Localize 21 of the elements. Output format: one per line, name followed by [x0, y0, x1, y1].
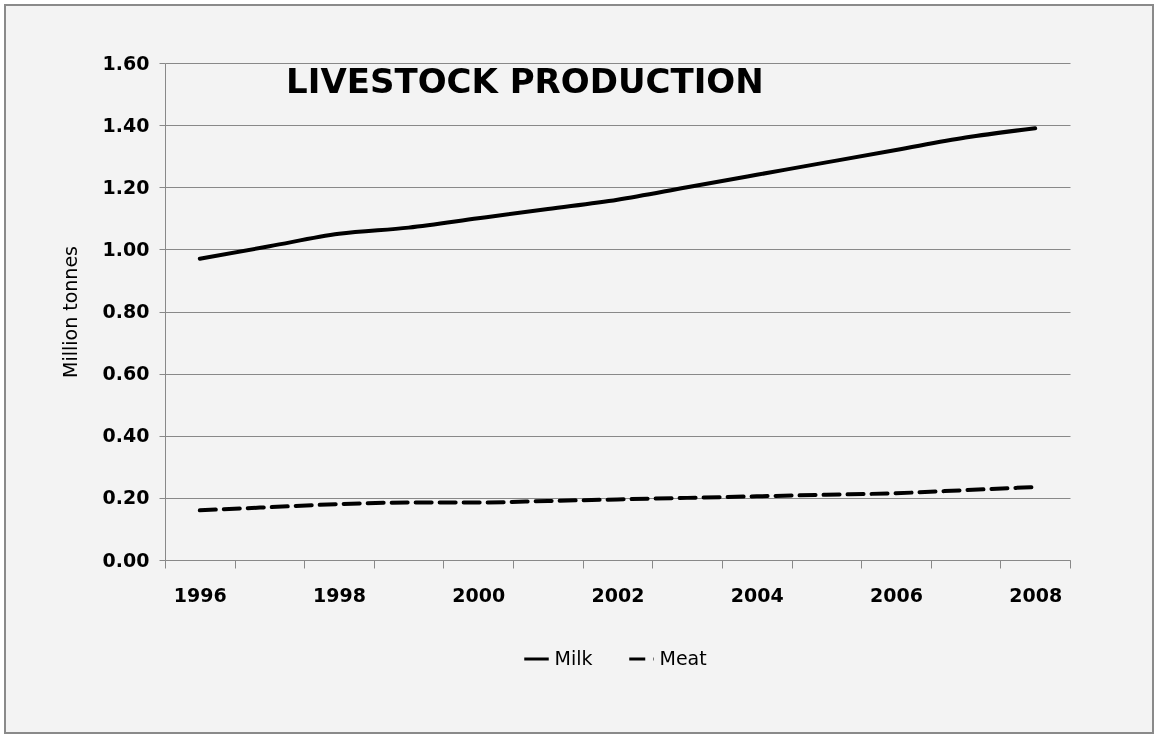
- y-tick-label: 1.00: [102, 237, 150, 260]
- y-tick-label: 0.40: [102, 424, 150, 447]
- y-axis-title: Million tonnes: [58, 246, 81, 378]
- x-tick-label: 2004: [730, 583, 784, 606]
- y-tick-label: 0.00: [102, 548, 150, 571]
- y-tick-label: 0.20: [102, 486, 150, 509]
- x-tick-label: 2008: [1009, 583, 1063, 606]
- x-tick-label: 2000: [452, 583, 506, 606]
- x-tick-label: 2006: [870, 583, 923, 606]
- y-tick-label: 1.60: [102, 51, 150, 74]
- y-tick-label: 0.80: [102, 300, 150, 322]
- x-tick-label: 1996: [173, 583, 227, 606]
- x-tick-label: 2002: [591, 583, 645, 606]
- legend-label: Meat: [659, 647, 707, 669]
- y-tick-label: 1.20: [102, 175, 150, 198]
- x-tick-label: 1998: [313, 583, 366, 606]
- y-tick-label: 0.60: [102, 362, 150, 385]
- line-series: [197, 126, 1038, 261]
- legend-label: Milk: [554, 647, 593, 669]
- chart-title: LIVESTOCK PRODUCTION: [286, 61, 764, 101]
- y-tick-label: 1.40: [102, 113, 150, 136]
